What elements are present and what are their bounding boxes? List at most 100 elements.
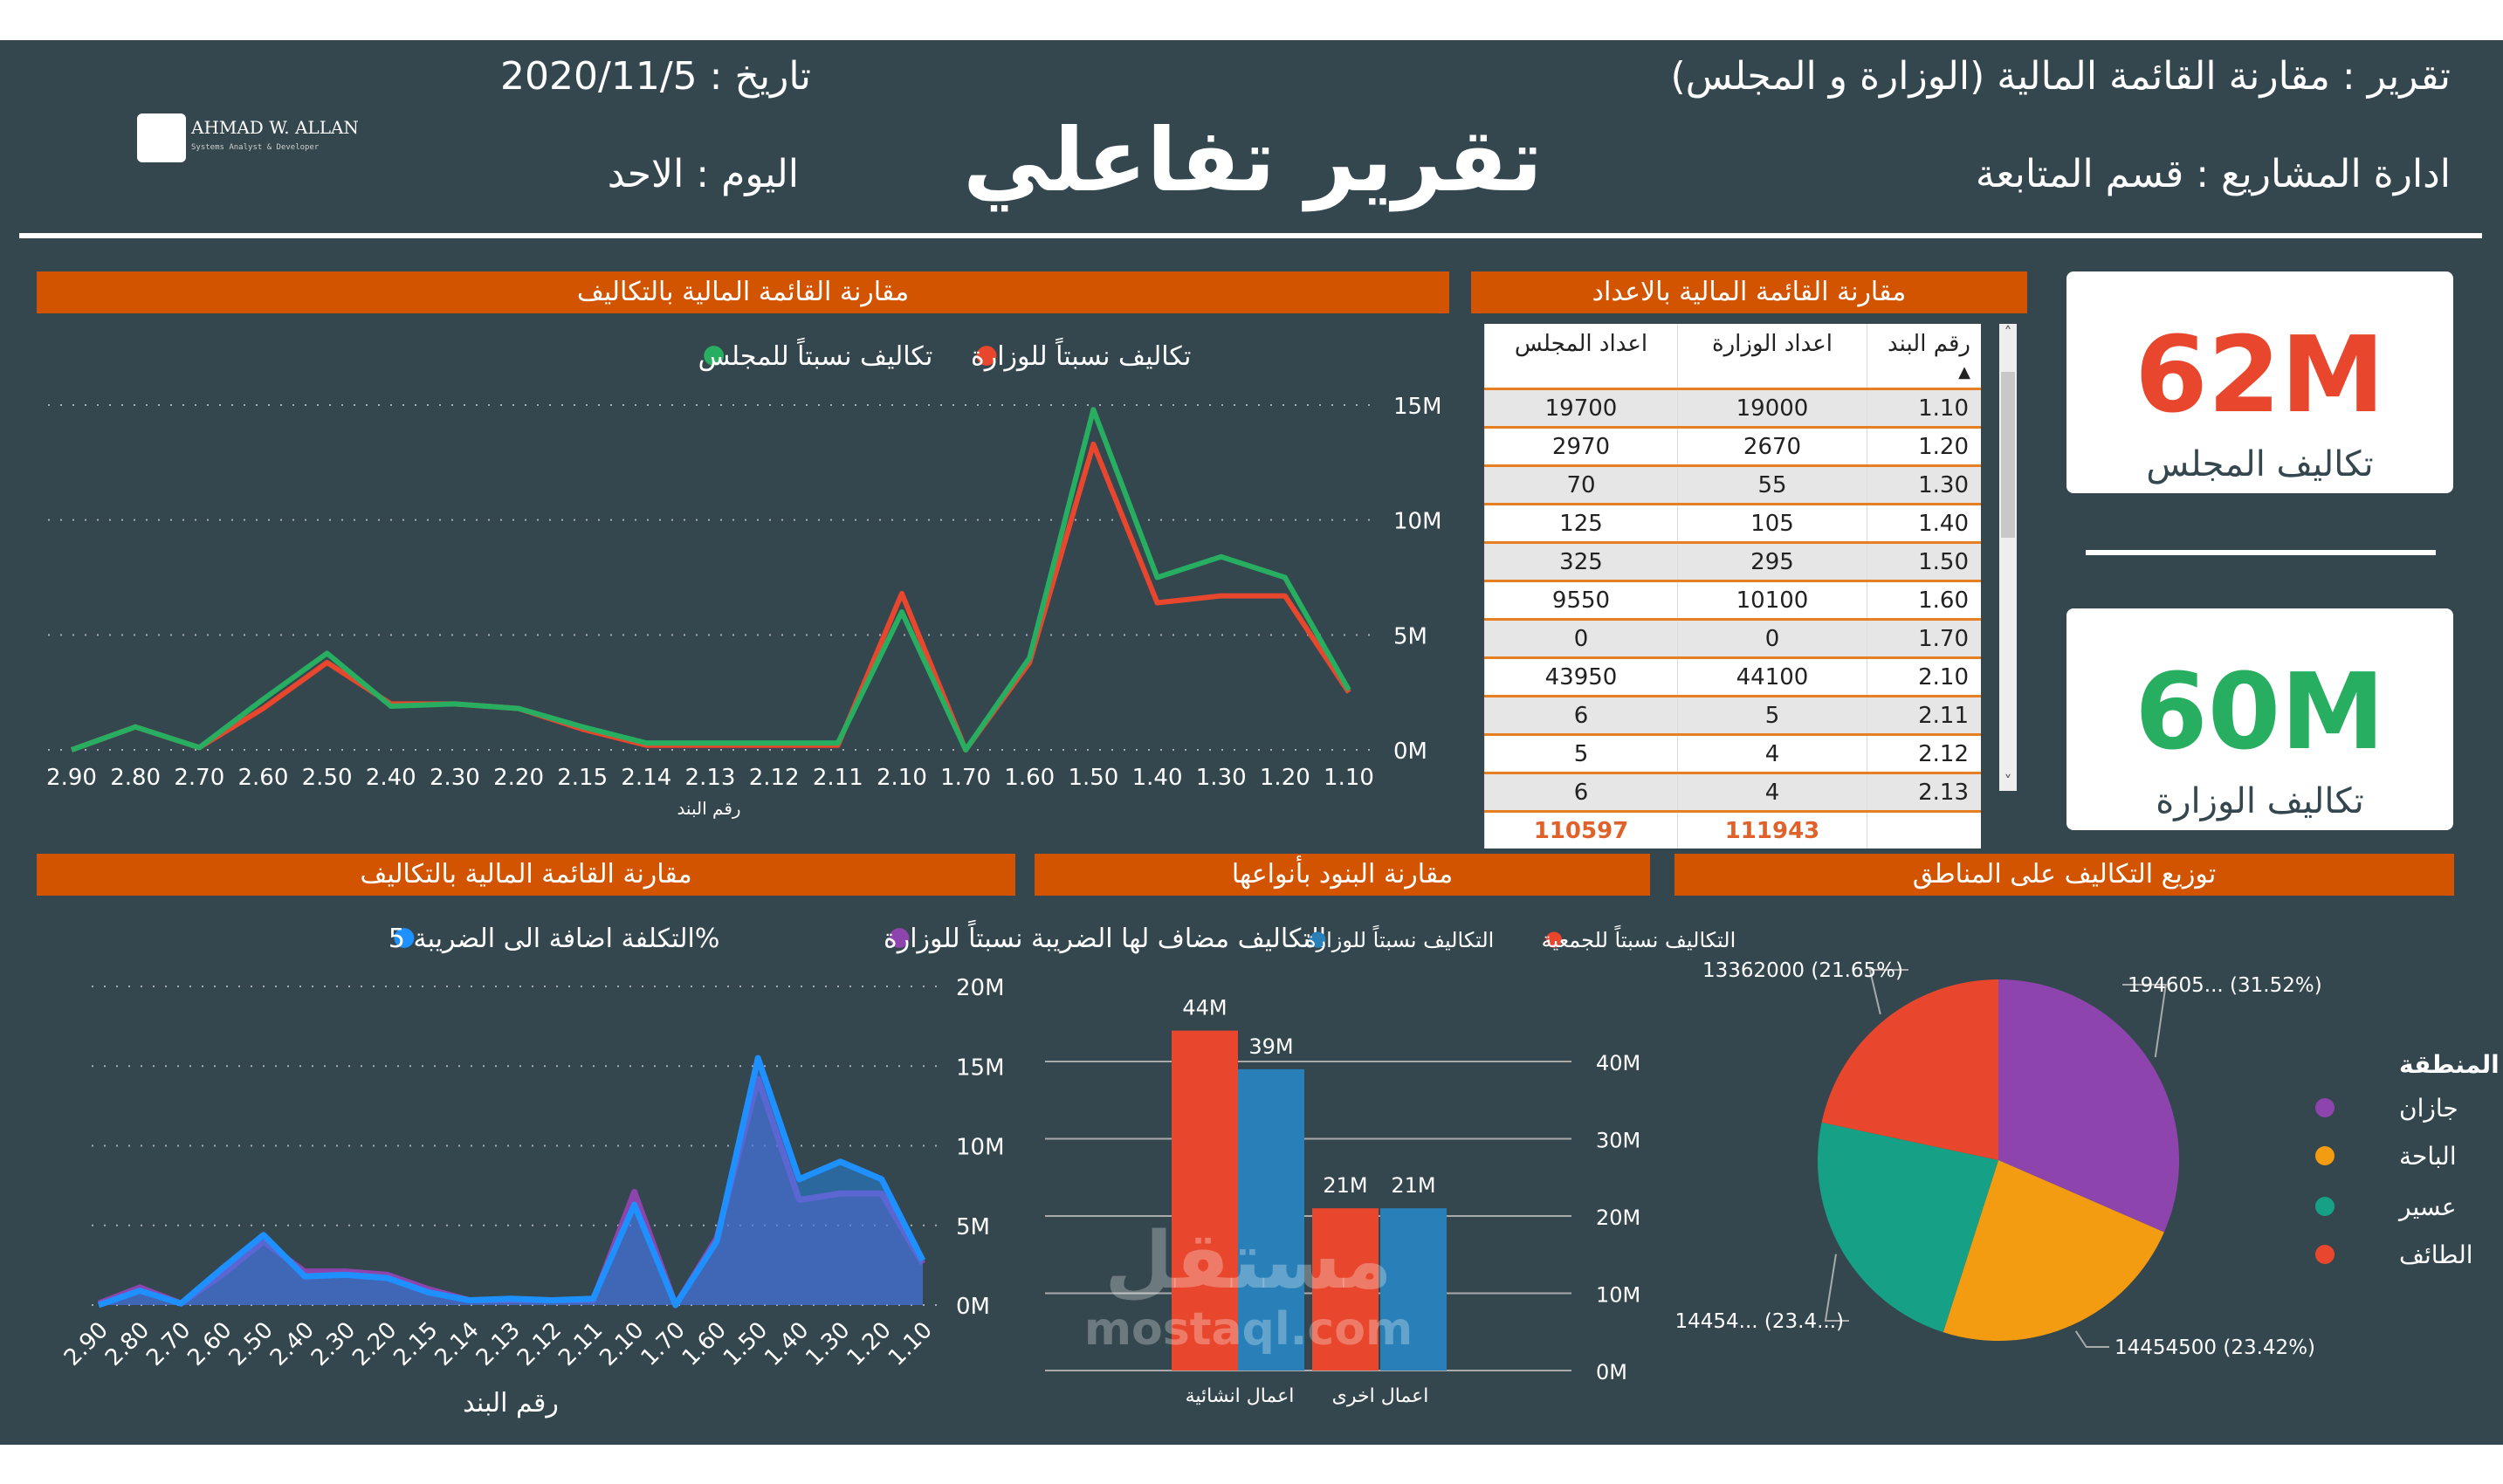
y-tick-label: 20M bbox=[1596, 1206, 1640, 1230]
table-row[interactable]: 1.30 55 70 bbox=[1484, 465, 1981, 505]
data-label: 194605... (31.52%) bbox=[2128, 974, 2322, 997]
header-divider bbox=[19, 233, 2482, 238]
x-tick-label: 2.14 bbox=[430, 1317, 485, 1371]
pie-slice bbox=[1821, 979, 1998, 1160]
table-cell: 44100 bbox=[1677, 657, 1867, 697]
y-tick-label: 30M bbox=[1596, 1129, 1640, 1153]
table-cell: 6 bbox=[1484, 773, 1678, 813]
bar bbox=[1238, 1068, 1304, 1371]
y-tick-label: 0M bbox=[1393, 739, 1427, 765]
x-tick-label: 2.10 bbox=[877, 765, 927, 791]
kpi-council-cost: 62M تكاليف المجلس bbox=[2066, 271, 2453, 493]
table-row[interactable]: 1.40 105 125 bbox=[1484, 504, 1981, 544]
legend-marker bbox=[976, 346, 997, 366]
table-cell: 0 bbox=[1677, 619, 1867, 659]
x-tick-label: 2.40 bbox=[366, 765, 416, 791]
x-tick-label: 1.20 bbox=[1260, 765, 1310, 791]
legend-label: التكاليف مضاف لها الضريبة نسبتاً للوزارة bbox=[884, 919, 1326, 954]
table-row[interactable]: 1.60 10100 9550 bbox=[1484, 581, 1981, 621]
table-cell: 70 bbox=[1484, 465, 1678, 505]
legend-marker bbox=[394, 928, 415, 948]
kpi-label: تكاليف المجلس bbox=[2146, 444, 2374, 484]
table-cell: 295 bbox=[1677, 542, 1867, 582]
table-cell: 2670 bbox=[1677, 427, 1867, 467]
table-row[interactable]: 2.12 4 5 bbox=[1484, 734, 1981, 774]
logo: AHMAD W. ALLAN Systems Analyst & Develop… bbox=[137, 113, 359, 162]
x-tick-label: 2.60 bbox=[238, 765, 289, 791]
table-cell: 2970 bbox=[1484, 427, 1678, 467]
watermark-latin: mostaql.com bbox=[1083, 1303, 1413, 1356]
table-row[interactable]: 2.11 5 6 bbox=[1484, 696, 1981, 736]
y-tick-label: 5M bbox=[956, 1214, 990, 1240]
kpi-divider bbox=[2086, 550, 2436, 555]
table-cell: 4 bbox=[1677, 773, 1867, 813]
y-tick-label: 10M bbox=[1393, 509, 1442, 535]
bar bbox=[1380, 1208, 1447, 1371]
x-tick-label: 1.40 bbox=[1132, 765, 1183, 791]
chevron-up-icon[interactable]: ˄ bbox=[2004, 324, 2012, 342]
logo-icon bbox=[137, 113, 186, 162]
panel-header-bar: مقارنة البنود بأنواعها bbox=[1035, 854, 1650, 896]
table-row[interactable]: 1.10 19000 19700 bbox=[1484, 388, 1981, 429]
legend-label: الباحة bbox=[2399, 1142, 2457, 1171]
table-row[interactable]: 1.50 295 325 bbox=[1484, 542, 1981, 582]
table-cell: 1.10 bbox=[1867, 388, 1981, 429]
table-cell: 6 bbox=[1484, 696, 1678, 736]
x-tick-label: 1.30 bbox=[1196, 765, 1247, 791]
table-row[interactable]: 2.10 44100 43950 bbox=[1484, 657, 1981, 697]
x-axis-label: رقم البند bbox=[463, 1388, 559, 1419]
chevron-down-icon[interactable]: ˅ bbox=[2004, 773, 2012, 791]
legend-label: الطائف bbox=[2399, 1240, 2473, 1269]
x-tick-label: 1.70 bbox=[636, 1317, 691, 1371]
x-tick-label: 2.20 bbox=[493, 765, 544, 791]
table-cell: 1.20 bbox=[1867, 427, 1981, 467]
y-tick-label: 10M bbox=[956, 1135, 1005, 1161]
legend-label: التكاليف نسبتاً للجمعية bbox=[1542, 925, 1736, 952]
legend-marker bbox=[2315, 1245, 2335, 1264]
legend-label: جازان bbox=[2399, 1094, 2458, 1123]
column-header-council[interactable]: اعداد المجلس bbox=[1484, 324, 1678, 390]
table-row[interactable]: 2.13 4 6 bbox=[1484, 773, 1981, 813]
column-header-item[interactable]: رقم البند ▲ bbox=[1867, 324, 1981, 390]
x-tick-label: 2.50 bbox=[224, 1317, 278, 1371]
leader-line bbox=[2074, 1330, 2109, 1348]
leader-line bbox=[1868, 969, 1908, 1015]
table-cell: 1.70 bbox=[1867, 619, 1981, 659]
data-label: 13362000 (21.65%) bbox=[1702, 959, 1903, 982]
table-row[interactable]: 1.20 2670 2970 bbox=[1484, 427, 1981, 467]
x-tick-label: 2.10 bbox=[595, 1317, 649, 1371]
watermark-arabic: مستقل bbox=[1104, 1215, 1392, 1307]
page-title: تقرير تفاعلي bbox=[963, 109, 1543, 211]
leader-line bbox=[1824, 1254, 1849, 1322]
y-tick-label: 15M bbox=[1393, 394, 1442, 420]
y-tick-label: 15M bbox=[956, 1055, 1005, 1081]
x-tick-label: 2.30 bbox=[306, 1317, 361, 1371]
x-tick-label: 2.80 bbox=[100, 1317, 155, 1371]
x-tick-label: 2.12 bbox=[749, 765, 800, 791]
x-tick-label: 2.14 bbox=[621, 765, 671, 791]
x-tick-label: 1.70 bbox=[940, 765, 991, 791]
table-cell: 325 bbox=[1484, 542, 1678, 582]
x-axis-label: رقم البند bbox=[677, 798, 740, 819]
y-tick-label: 10M bbox=[1596, 1283, 1640, 1308]
column-header-ministry[interactable]: اعداد الوزارة bbox=[1677, 324, 1867, 390]
table-cell: 5 bbox=[1484, 734, 1678, 774]
table-cell: 55 bbox=[1677, 465, 1867, 505]
table-scrollbar[interactable]: ˄ ˅ bbox=[1999, 324, 2017, 791]
scrollbar-thumb[interactable] bbox=[2001, 372, 2015, 538]
x-tick-label: 2.90 bbox=[59, 1317, 113, 1371]
data-label: 14454500 (23.42%) bbox=[2114, 1336, 2315, 1359]
data-label: 39M bbox=[1248, 1034, 1293, 1059]
table-cell: 1.40 bbox=[1867, 504, 1981, 544]
total-cell: 111943 bbox=[1677, 811, 1867, 848]
table-cell: 1.50 bbox=[1867, 542, 1981, 582]
table-cell: 1.60 bbox=[1867, 581, 1981, 621]
report-date: تاريخ : 2020/11/5 bbox=[500, 54, 811, 99]
table-cell: 19700 bbox=[1484, 388, 1678, 429]
report-subject: تقرير : مقارنة القائمة المالية (الوزارة … bbox=[1670, 54, 2451, 99]
legend-marker bbox=[2315, 1146, 2335, 1165]
x-tick-label: 2.90 bbox=[46, 765, 97, 791]
kpi-value: 60M bbox=[2135, 652, 2385, 773]
table-row[interactable]: 1.70 0 0 bbox=[1484, 619, 1981, 659]
